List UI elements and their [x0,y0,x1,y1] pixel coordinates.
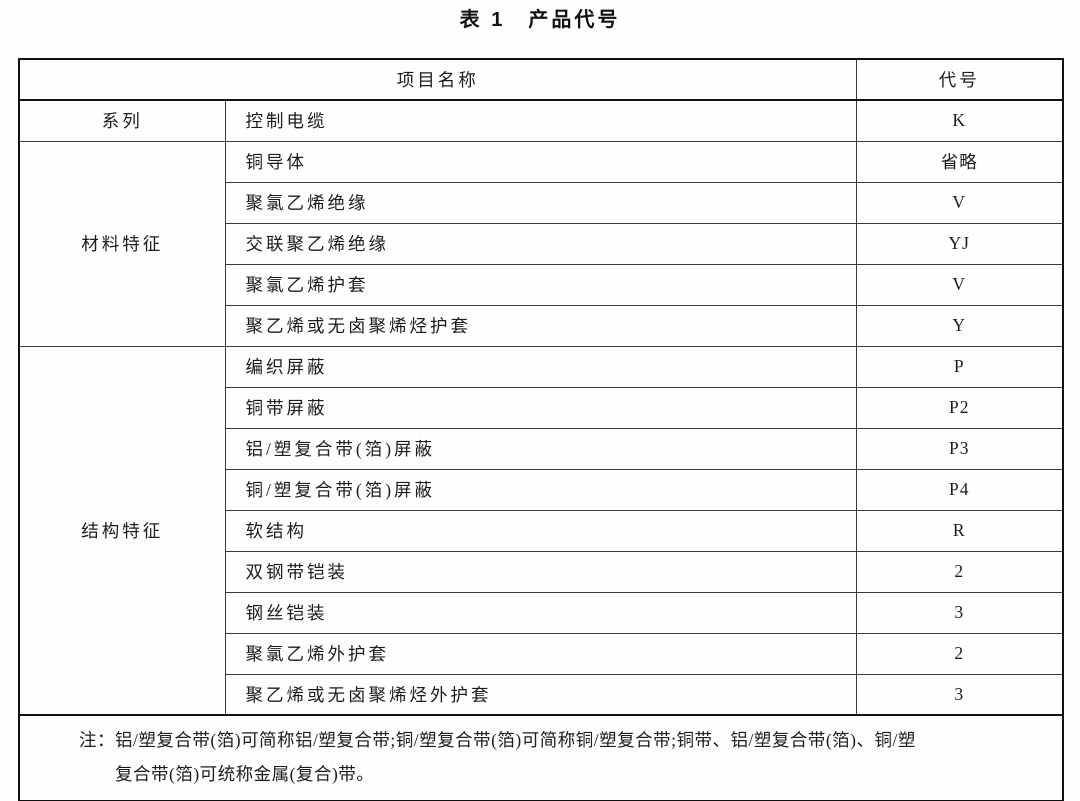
column-header-code: 代号 [855,58,1064,101]
item-cell: 交联聚乙烯绝缘 [224,222,857,265]
table-note-row: 注：铝/塑复合带(箔)可简称铝/塑复合带;铜/塑复合带(箔)可简称铜/塑复合带;… [18,714,1064,801]
code-cell: 2 [855,632,1064,675]
table-row: 聚氯乙烯护套 V [19,263,1064,306]
column-header-item-name: 项目名称 [18,58,857,101]
table-header-row: 项目名称 代号 [18,58,1064,101]
table-row: 系列 控制电缆 K [18,99,1064,142]
code-cell: V [855,181,1064,224]
code-cell: 2 [855,550,1064,593]
code-cell: V [855,263,1064,306]
item-cell: 铜/塑复合带(箔)屏蔽 [224,468,857,511]
item-cell: 编织屏蔽 [224,345,857,388]
item-cell: 双钢带铠装 [224,550,857,593]
table-row: 聚氯乙烯外护套 2 [19,632,1064,675]
category-cell: 系列 [18,99,226,142]
table-row: 铝/塑复合带(箔)屏蔽 P3 [19,427,1064,470]
product-code-table: 项目名称 代号 系列 控制电缆 K 材料特征 铜导体 省略 聚氯乙烯绝缘 V 交… [18,58,1064,801]
code-cell: YJ [855,222,1064,265]
code-cell: P2 [855,386,1064,429]
code-cell: P3 [855,427,1064,470]
note-line-1: 注：铝/塑复合带(箔)可简称铝/塑复合带;铜/塑复合带(箔)可简称铜/塑复合带;… [79,730,916,750]
item-cell: 聚乙烯或无卤聚烯烃外护套 [224,673,857,716]
table-row: 铜带屏蔽 P2 [19,386,1064,429]
note-line-2: 复合带(箔)可统称金属(复合)带。 [115,764,375,784]
item-cell: 聚氯乙烯绝缘 [224,181,857,224]
table-row: 双钢带铠装 2 [19,550,1064,593]
item-cell: 控制电缆 [224,99,857,142]
table-row: 钢丝铠装 3 [19,591,1064,634]
table-row: 结构特征 编织屏蔽 P [18,345,1064,716]
code-cell: 省略 [855,140,1064,183]
table-note: 注：铝/塑复合带(箔)可简称铝/塑复合带;铜/塑复合带(箔)可简称铜/塑复合带;… [18,714,1064,801]
table-row: 聚氯乙烯绝缘 V [19,181,1064,224]
table-row: 材料特征 铜导体 省略 [18,140,1064,347]
code-cell: 3 [855,591,1064,634]
code-cell: K [855,99,1064,142]
item-cell: 聚氯乙烯护套 [224,263,857,306]
item-cell: 铜导体 [224,140,857,183]
item-cell: 铜带屏蔽 [224,386,857,429]
item-cell: 软结构 [224,509,857,552]
category-cell: 结构特征 [18,345,226,716]
table-row: 铜/塑复合带(箔)屏蔽 P4 [19,468,1064,511]
category-cell: 材料特征 [18,140,226,347]
code-cell: P4 [855,468,1064,511]
code-cell: R [855,509,1064,552]
item-cell: 钢丝铠装 [224,591,857,634]
item-cell: 聚乙烯或无卤聚烯烃护套 [224,304,857,347]
code-cell: P [855,345,1064,388]
code-cell: Y [855,304,1064,347]
table-row: 软结构 R [19,509,1064,552]
code-cell: 3 [855,673,1064,716]
item-cell: 铝/塑复合带(箔)屏蔽 [224,427,857,470]
table-row: 聚乙烯或无卤聚烯烃外护套 3 [19,673,1064,716]
item-cell: 聚氯乙烯外护套 [224,632,857,675]
table-title: 表 1 产品代号 [459,9,621,31]
table-row: 聚乙烯或无卤聚烯烃护套 Y [19,304,1064,347]
